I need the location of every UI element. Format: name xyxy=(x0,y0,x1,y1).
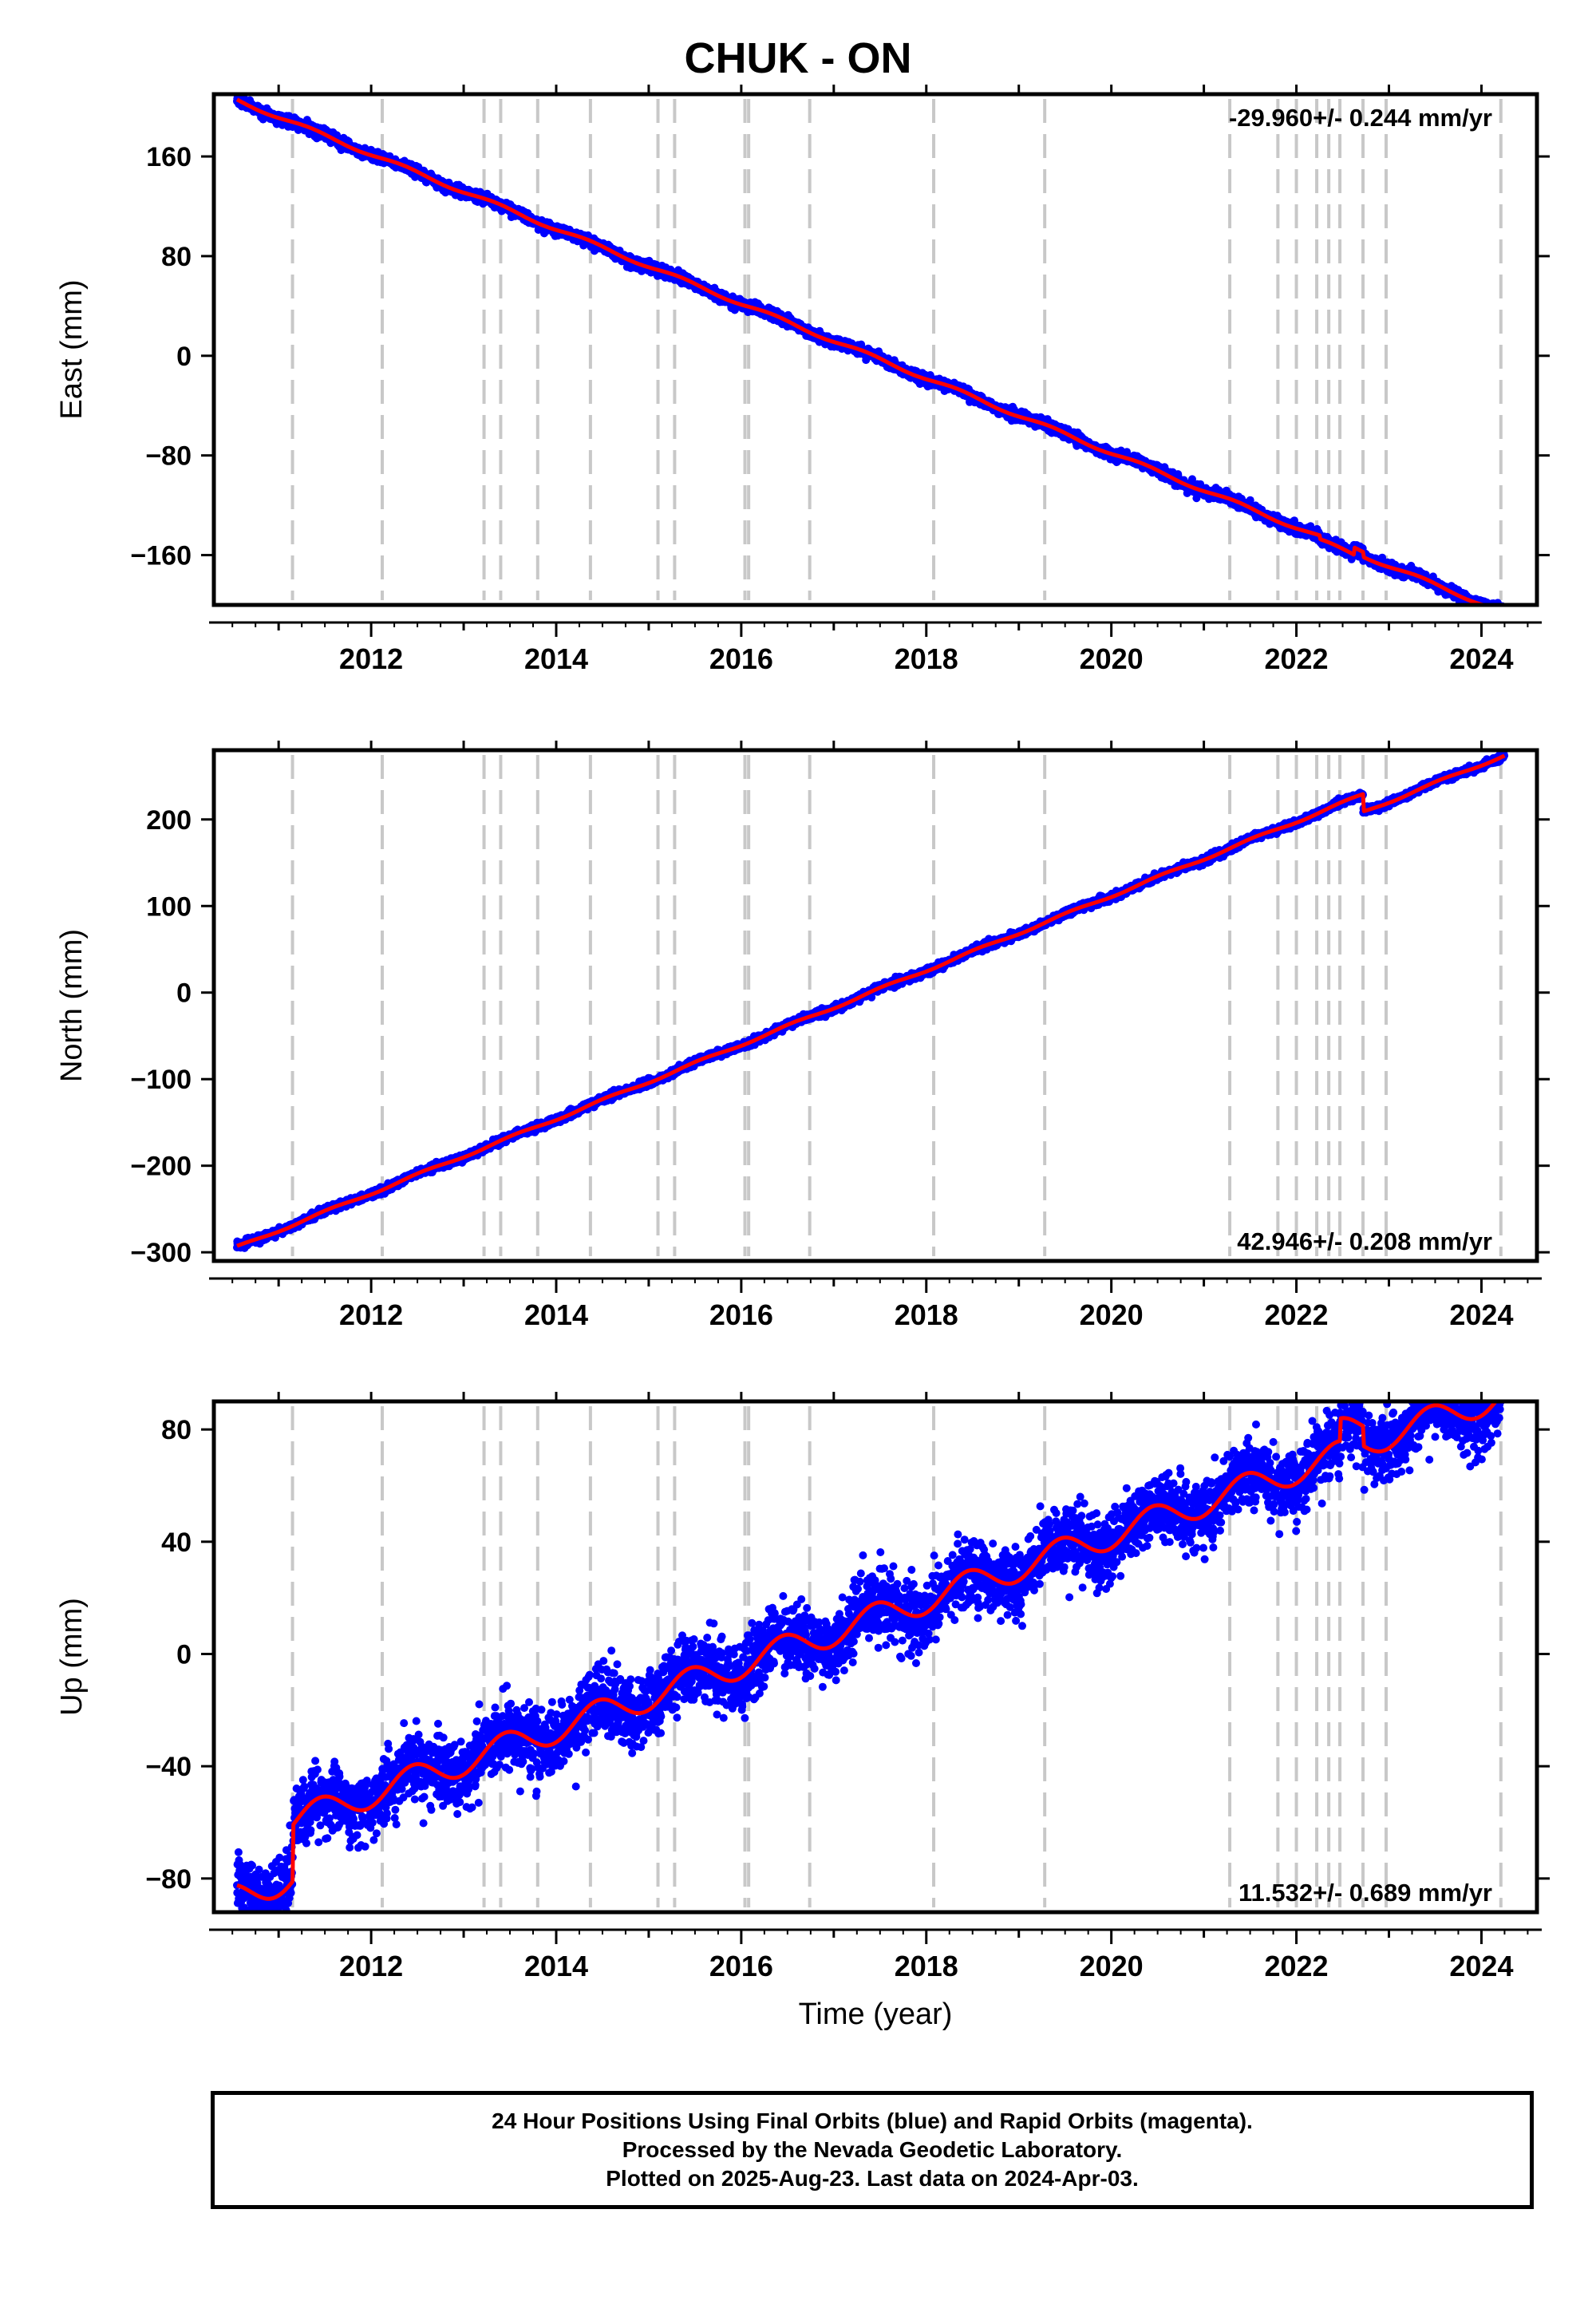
data-point xyxy=(1487,609,1495,617)
data-point xyxy=(1484,607,1492,615)
data-point xyxy=(1487,608,1495,616)
data-point xyxy=(1486,608,1494,616)
data-point xyxy=(1486,606,1494,614)
data-point xyxy=(1485,608,1493,616)
data-point xyxy=(1489,607,1497,615)
page-title: CHUK - ON xyxy=(684,34,912,82)
data-point xyxy=(1491,608,1499,616)
data-point xyxy=(1487,606,1495,614)
data-point xyxy=(1491,607,1499,615)
data-point xyxy=(1491,608,1499,616)
